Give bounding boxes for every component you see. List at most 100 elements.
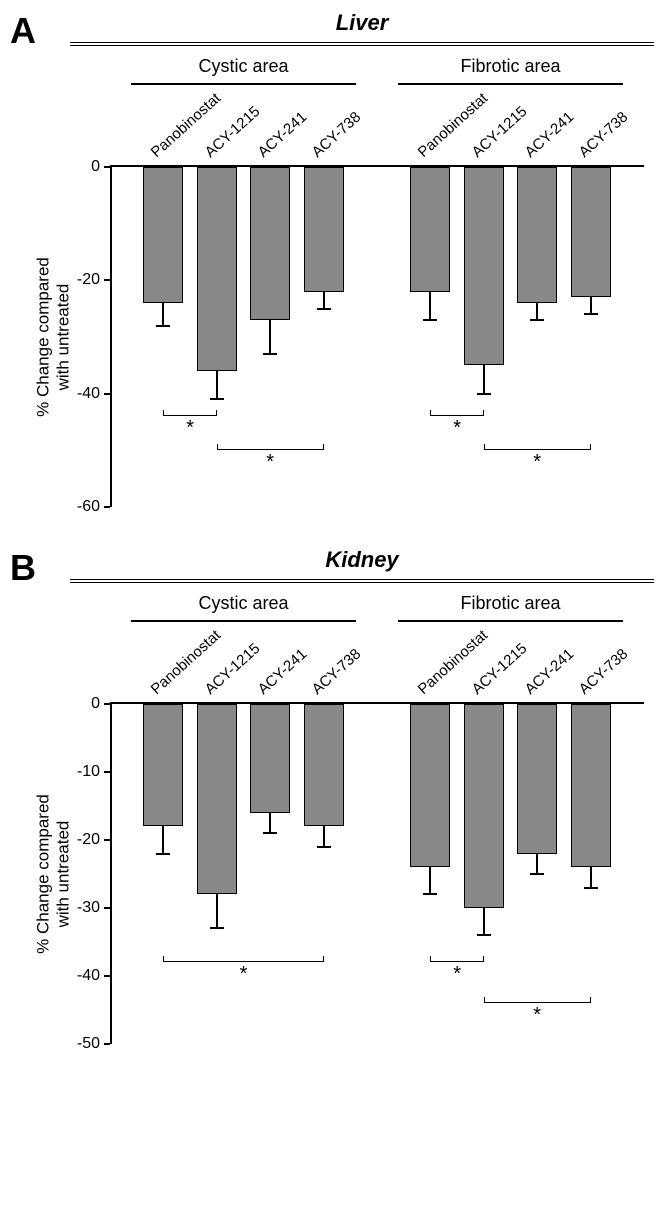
error-whisker	[162, 826, 164, 853]
error-cap	[584, 887, 598, 889]
bar-label: ACY-738	[308, 646, 364, 698]
error-whisker	[590, 867, 592, 887]
y-axis-title: % Change compared with untreated	[34, 794, 75, 954]
labels-group: PanobinostatACY-1215ACY-241ACY-738	[377, 85, 644, 165]
group-header: Fibrotic area	[377, 56, 644, 85]
chart: Cystic area Fibrotic area PanobinostatAC…	[70, 593, 654, 1044]
error-cap	[423, 319, 437, 321]
significance-bracket	[484, 997, 591, 1003]
error-whisker	[269, 813, 271, 833]
y-tick-label: -10	[77, 763, 110, 781]
panel-title: Kidney	[70, 547, 654, 573]
group-label: Cystic area	[198, 56, 288, 76]
bar	[143, 704, 183, 826]
bar-label: ACY-738	[575, 646, 631, 698]
significance-bracket	[430, 956, 483, 962]
error-whisker	[536, 854, 538, 874]
bar-label: ACY-241	[522, 646, 578, 698]
bar	[464, 167, 504, 365]
significance-star: *	[453, 418, 461, 438]
bar-label: ACY-241	[255, 646, 311, 698]
error-cap	[423, 893, 437, 895]
error-whisker	[590, 297, 592, 314]
y-tick-label: -50	[77, 1035, 110, 1053]
significance-bracket	[430, 410, 483, 416]
y-tick-label: -60	[77, 498, 110, 516]
error-whisker	[216, 371, 218, 399]
bar	[143, 167, 183, 303]
figure: A Liver Cystic area Fibrotic area Panobi…	[0, 0, 664, 1104]
labels-group: PanobinostatACY-1215ACY-241ACY-738	[377, 622, 644, 702]
error-whisker	[483, 908, 485, 935]
error-cap	[530, 873, 544, 875]
panel-a: A Liver Cystic area Fibrotic area Panobi…	[10, 10, 654, 507]
error-whisker	[429, 867, 431, 894]
group-label: Fibrotic area	[460, 593, 560, 613]
significance-bracket	[163, 410, 216, 416]
y-tick-label: -40	[77, 967, 110, 985]
plot-area: % Change compared with untreated 0-10-20…	[110, 702, 644, 1044]
y-tick-label: -20	[77, 271, 110, 289]
bar	[197, 167, 237, 371]
error-whisker	[162, 303, 164, 326]
error-cap	[530, 319, 544, 321]
bar	[517, 167, 557, 303]
double-rule	[70, 42, 654, 46]
double-rule	[70, 579, 654, 583]
group-label: Fibrotic area	[460, 56, 560, 76]
y-title-line2: with untreated	[54, 794, 74, 954]
error-cap	[210, 398, 224, 400]
bar-label: ACY-241	[255, 109, 311, 161]
y-title-line1: % Change compared	[34, 257, 53, 417]
error-whisker	[429, 292, 431, 320]
bar	[197, 704, 237, 894]
chart: Cystic area Fibrotic area PanobinostatAC…	[70, 56, 654, 507]
error-whisker	[216, 894, 218, 928]
error-whisker	[269, 320, 271, 354]
y-tick-label: 0	[91, 695, 110, 713]
significance-star: *	[533, 1005, 541, 1025]
error-cap	[584, 313, 598, 315]
bar-label: ACY-738	[575, 109, 631, 161]
error-cap	[156, 325, 170, 327]
significance-bracket	[163, 956, 323, 962]
bar-label: ACY-241	[522, 109, 578, 161]
error-whisker	[323, 292, 325, 309]
group-header: Cystic area	[110, 56, 377, 85]
significance-star: *	[266, 452, 274, 472]
bar-label: ACY-738	[308, 109, 364, 161]
error-cap	[477, 934, 491, 936]
error-whisker	[323, 826, 325, 846]
plot-area: % Change compared with untreated 0-20-40…	[110, 165, 644, 507]
y-axis	[110, 704, 112, 1044]
bar	[304, 704, 344, 826]
error-cap	[263, 832, 277, 834]
significance-star: *	[240, 964, 248, 984]
error-whisker	[483, 365, 485, 393]
y-axis-title: % Change compared with untreated	[34, 257, 75, 417]
panel-letter: B	[10, 547, 36, 589]
significance-star: *	[186, 418, 194, 438]
significance-star: *	[453, 964, 461, 984]
panel-title: Liver	[70, 10, 654, 36]
error-cap	[317, 308, 331, 310]
error-cap	[156, 853, 170, 855]
y-title-line1: % Change compared	[34, 794, 53, 954]
bar	[304, 167, 344, 292]
error-cap	[477, 393, 491, 395]
bar-labels: PanobinostatACY-1215ACY-241ACY-738Panobi…	[110, 622, 644, 702]
y-tick-label: -40	[77, 385, 110, 403]
error-cap	[263, 353, 277, 355]
labels-group: PanobinostatACY-1215ACY-241ACY-738	[110, 85, 377, 165]
bar	[464, 704, 504, 908]
y-title-line2: with untreated	[54, 257, 74, 417]
bar	[410, 704, 450, 867]
bar-labels: PanobinostatACY-1215ACY-241ACY-738Panobi…	[110, 85, 644, 165]
group-headers: Cystic area Fibrotic area	[110, 56, 644, 85]
significance-bracket	[484, 444, 591, 450]
panel-b: B Kidney Cystic area Fibrotic area Panob…	[10, 547, 654, 1044]
panel-letter: A	[10, 10, 36, 52]
group-header: Cystic area	[110, 593, 377, 622]
labels-group: PanobinostatACY-1215ACY-241ACY-738	[110, 622, 377, 702]
error-whisker	[536, 303, 538, 320]
